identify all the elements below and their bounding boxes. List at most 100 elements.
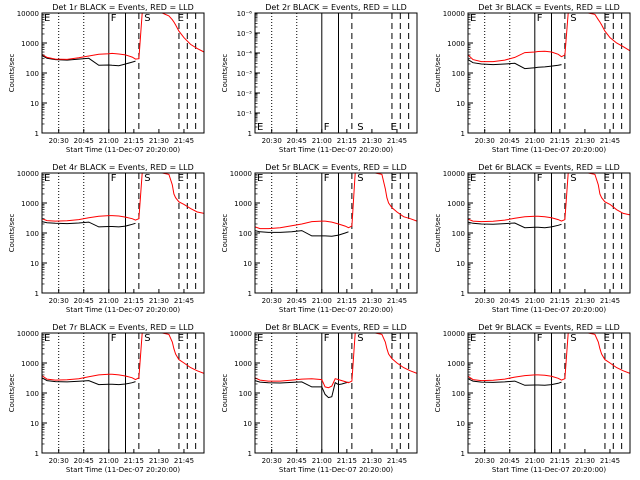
y-tick-label: 1 (35, 290, 39, 298)
flag-letter: E (604, 173, 610, 184)
panel-title: Det 3r BLACK = Events, RED = LLD (478, 3, 620, 12)
y-tick-label: 10000 (17, 330, 39, 338)
flag-letter: E (604, 13, 610, 24)
x-tick-label: 21:45 (174, 137, 194, 145)
y-tick-label: 100 (26, 230, 39, 238)
lld-series-line (41, 12, 205, 60)
x-tick-label: 20:45 (500, 457, 520, 465)
y-axis-label: Counts/sec (434, 214, 442, 253)
flag-letter: E (257, 333, 263, 344)
flag-letter: E (44, 173, 50, 184)
y-tick-label: 1000 (447, 200, 465, 208)
y-tick-label: 1000 (21, 360, 39, 368)
plot-frame (467, 12, 631, 134)
y-tick-label: 10 (30, 420, 39, 428)
y-axis-label: Counts/sec (8, 54, 16, 93)
flag-letter: E (44, 333, 50, 344)
x-tick-label: 21:30 (362, 457, 382, 465)
panel-title: Det 1r BLACK = Events, RED = LLD (52, 3, 194, 12)
x-axis-label: Start Time (11-Dec-07 20:20:00) (492, 466, 606, 474)
x-tick-label: 21:00 (312, 137, 332, 145)
x-tick-label: 21:15 (337, 137, 357, 145)
y-tick-label: 10000 (17, 10, 39, 18)
x-tick-label: 21:00 (99, 457, 119, 465)
y-tick-label: 100 (239, 390, 252, 398)
x-axis-label: Start Time (11-Dec-07 20:20:00) (66, 306, 180, 314)
flag-letter: E (44, 13, 50, 24)
y-tick-label: 100 (452, 230, 465, 238)
x-tick-label: 20:30 (262, 297, 282, 305)
x-tick-label: 21:00 (312, 297, 332, 305)
flag-letter: E (470, 13, 476, 24)
x-tick-label: 21:00 (525, 297, 545, 305)
plot-frame (254, 12, 418, 134)
y-tick-label: 1 (461, 450, 465, 458)
plot-frame (41, 332, 205, 454)
x-tick-label: 21:30 (149, 137, 169, 145)
x-tick-label: 20:45 (74, 137, 94, 145)
flag-letter: F (111, 13, 117, 24)
y-tick-label: 10 (456, 100, 465, 108)
x-tick-label: 21:30 (362, 297, 382, 305)
x-tick-label: 21:45 (387, 137, 407, 145)
flag-letter: F (324, 173, 330, 184)
x-tick-label: 21:45 (174, 457, 194, 465)
y-tick-label: 100 (26, 70, 39, 78)
panel-title: Det 9r BLACK = Events, RED = LLD (478, 323, 620, 332)
y-axis-label: Counts/sec (221, 214, 229, 253)
lld-series-line (41, 172, 205, 222)
panel-det-4: Det 4r BLACK = Events, RED = LLD 1 10 100 10… (8, 163, 204, 314)
plot-frame (41, 172, 205, 294)
plot-frame (467, 172, 631, 294)
x-tick-label: 21:15 (550, 137, 570, 145)
x-tick-label: 20:30 (49, 137, 69, 145)
x-tick-label: 21:15 (124, 137, 144, 145)
lld-series-line (254, 172, 418, 230)
x-tick-label: 21:45 (600, 297, 620, 305)
x-tick-label: 21:15 (550, 297, 570, 305)
flag-letter: S (570, 333, 576, 344)
y-tick-label: 1 (248, 290, 252, 298)
y-tick-label: 10⁻² (237, 90, 253, 98)
y-tick-label: 10000 (230, 170, 252, 178)
x-tick-label: 21:30 (575, 137, 595, 145)
x-tick-label: 21:15 (124, 457, 144, 465)
y-tick-label: 1 (248, 130, 252, 138)
y-tick-label: 10000 (230, 330, 252, 338)
y-tick-label: 10 (456, 420, 465, 428)
flag-letter: E (391, 122, 397, 133)
y-tick-label: 1 (461, 290, 465, 298)
x-tick-label: 21:00 (312, 457, 332, 465)
y-tick-label: 10000 (443, 170, 465, 178)
y-tick-label: 1000 (234, 360, 252, 368)
y-tick-label: 1 (35, 130, 39, 138)
y-tick-label: 10 (30, 260, 39, 268)
flag-letter: F (537, 13, 543, 24)
events-series-line (468, 60, 630, 80)
y-axis-label: Counts/sec (221, 374, 229, 413)
panel-title: Det 6r BLACK = Events, RED = LLD (478, 163, 620, 172)
lld-series-line (41, 332, 205, 381)
flag-letter: S (144, 173, 150, 184)
y-tick-label: 10 (456, 260, 465, 268)
panel-det-7: Det 7r BLACK = Events, RED = LLD 1 10 100 10… (8, 323, 204, 474)
x-tick-label: 21:45 (174, 297, 194, 305)
flag-letter: E (470, 173, 476, 184)
x-tick-label: 20:45 (287, 457, 307, 465)
x-tick-label: 20:30 (262, 457, 282, 465)
x-tick-label: 21:15 (337, 457, 357, 465)
flag-letter: E (257, 122, 263, 133)
x-axis-label: Start Time (11-Dec-07 20:20:00) (279, 466, 393, 474)
y-tick-label: 10⁻⁶ (237, 10, 253, 18)
panel-det-1: Det 1r BLACK = Events, RED = LLD 1 10 100 10… (8, 3, 204, 154)
x-tick-label: 21:45 (387, 457, 407, 465)
x-tick-label: 20:45 (287, 297, 307, 305)
y-tick-label: 1 (461, 130, 465, 138)
panel-det-8: Det 8r BLACK = Events, RED = LLD 1 10 100 10… (221, 323, 417, 474)
panel-det-3: Det 3r BLACK = Events, RED = LLD 1 10 100 10… (434, 3, 630, 154)
x-axis-label: Start Time (11-Dec-07 20:20:00) (279, 146, 393, 154)
flag-letter: E (391, 173, 397, 184)
y-tick-label: 1 (248, 450, 252, 458)
x-tick-label: 20:45 (500, 137, 520, 145)
x-tick-label: 21:45 (387, 297, 407, 305)
